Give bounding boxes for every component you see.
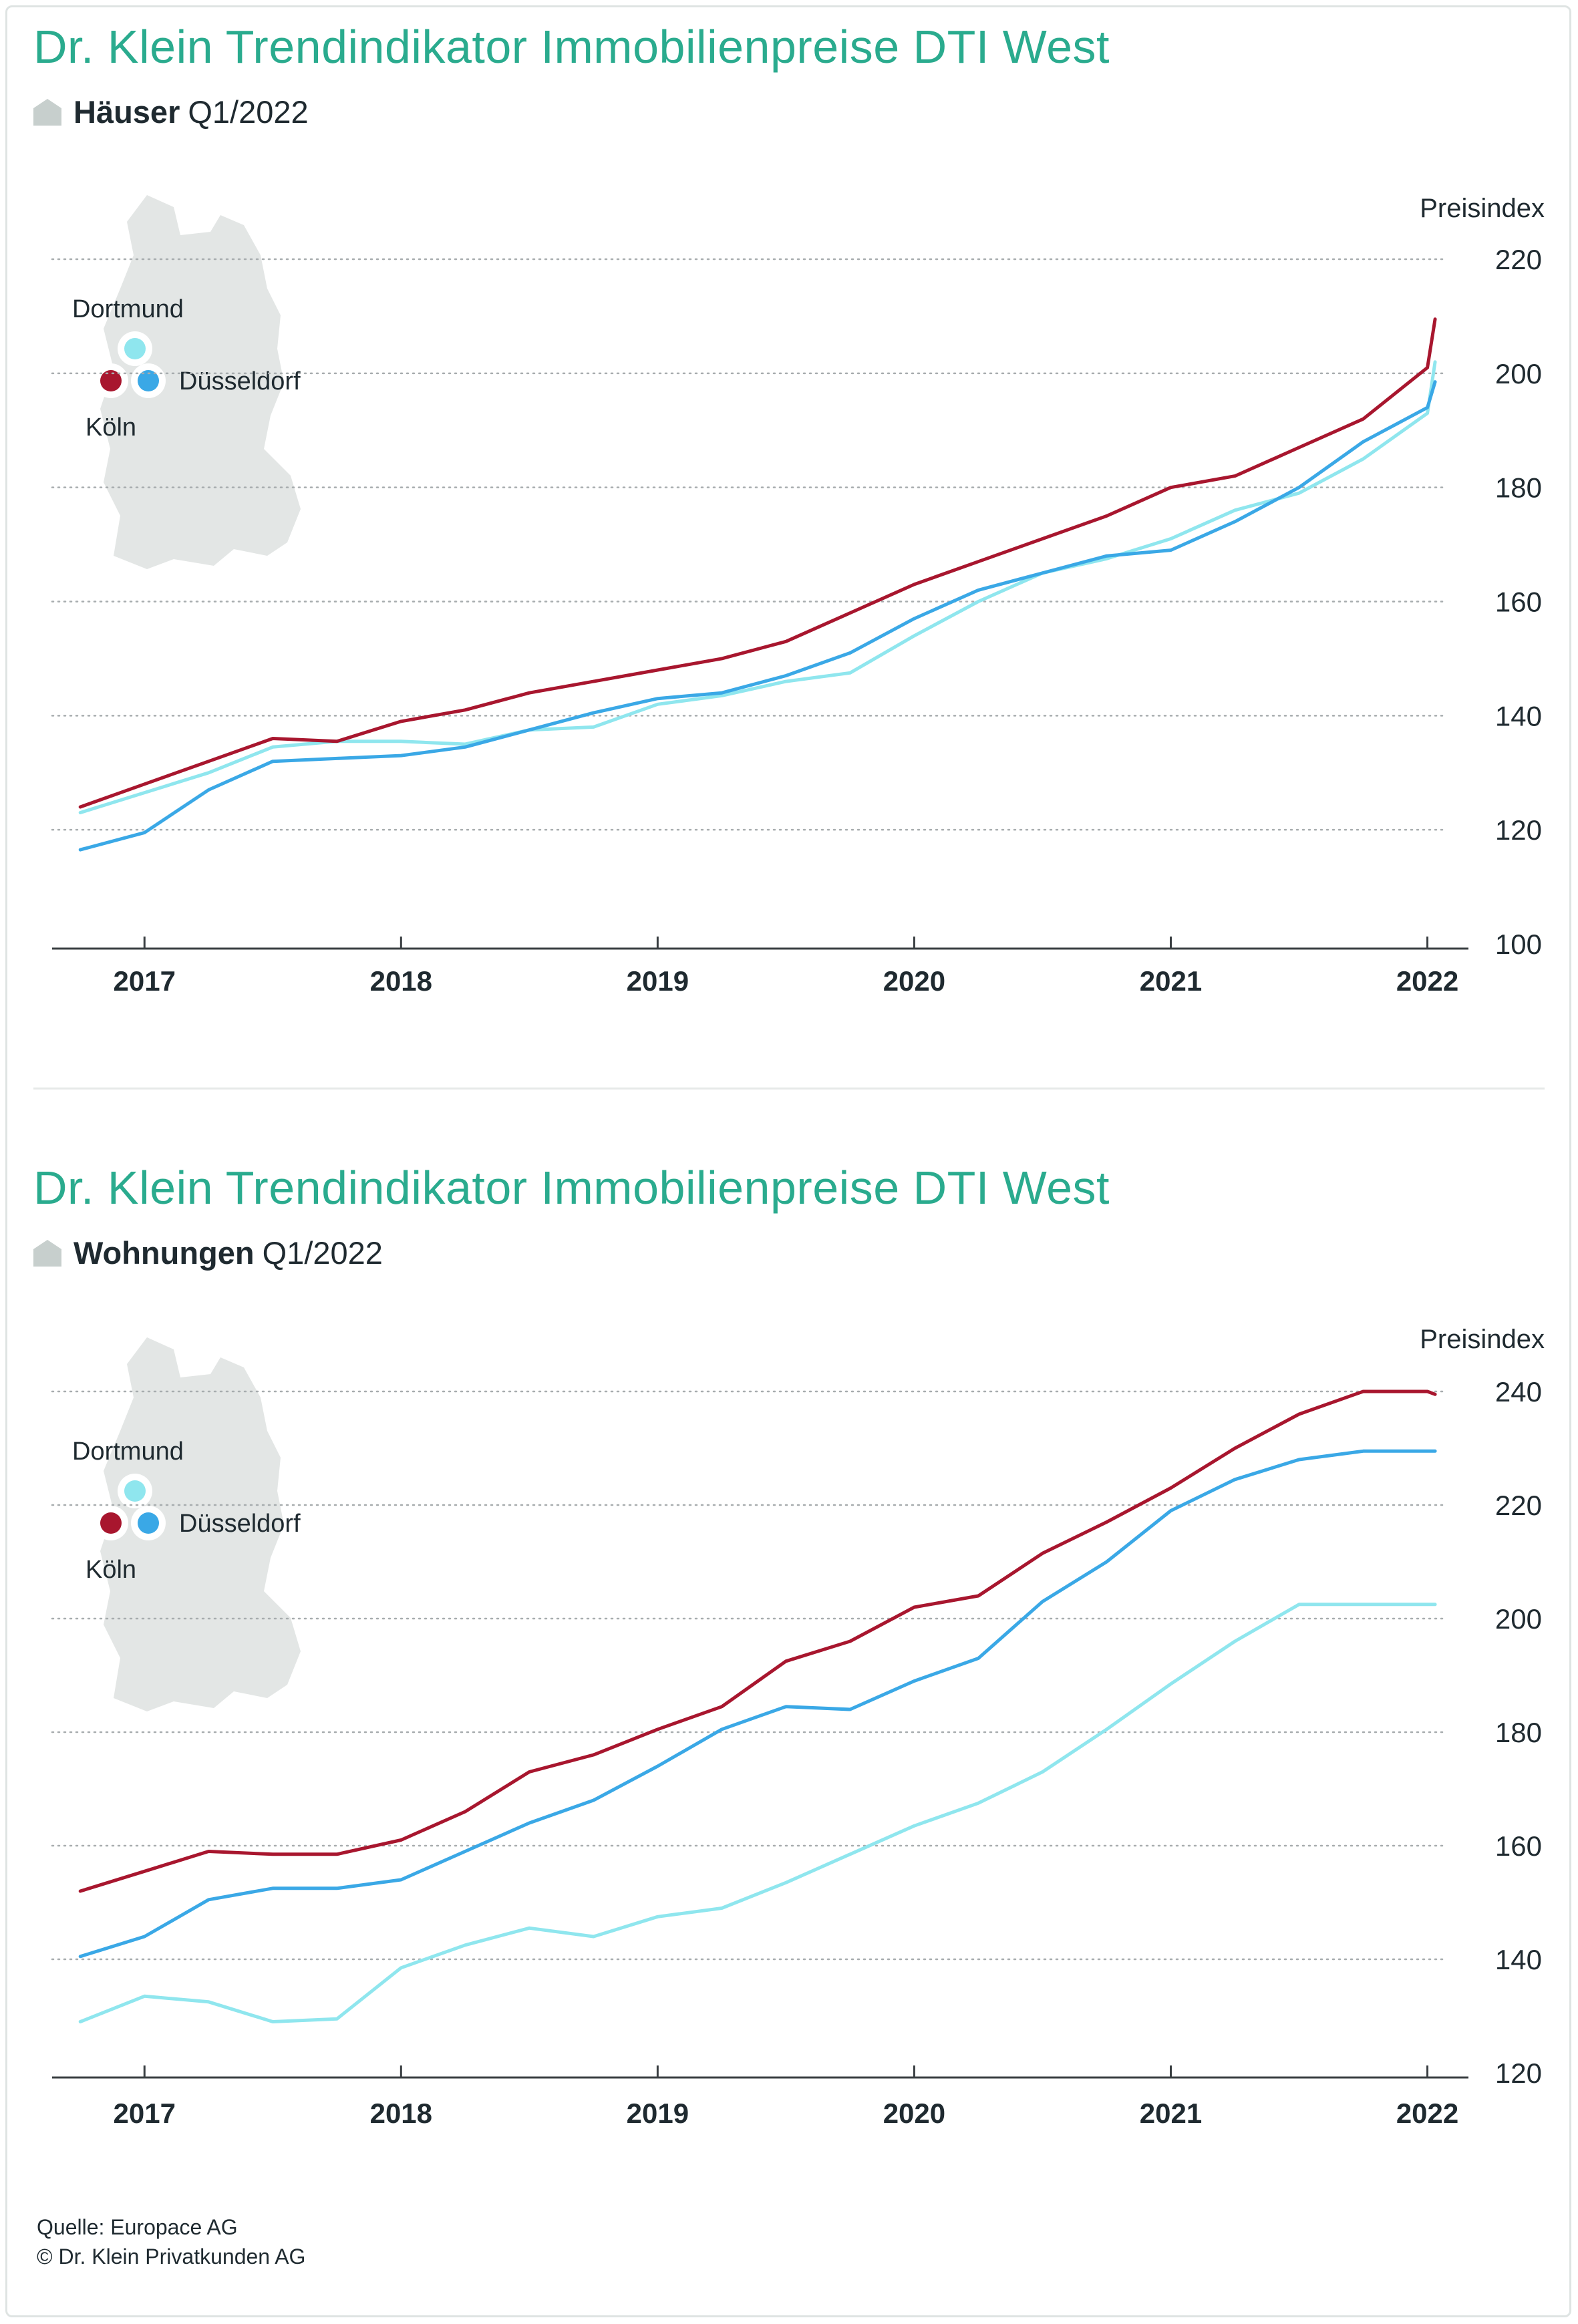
legend-label-duesseldorf: Düsseldorf (179, 1510, 301, 1538)
y-tick-label: 200 (1495, 1603, 1542, 1635)
legend-label-koeln: Köln (86, 1556, 136, 1584)
y-tick-label: 240 (1495, 1376, 1542, 1407)
legend-label-koeln: Köln (86, 413, 136, 442)
x-tick-label: 2017 (114, 965, 176, 997)
subtitle-period: Q1/2022 (188, 94, 309, 130)
legend-dot-duesseldorf (138, 1512, 159, 1534)
legend-dot-koeln (100, 370, 122, 391)
y-tick-label: 160 (1495, 587, 1542, 618)
outer-frame (5, 5, 1571, 2317)
legend-label-dortmund: Dortmund (72, 1438, 184, 1466)
legend-label-duesseldorf: Düsseldorf (179, 367, 301, 395)
subtitle-period: Q1/2022 (262, 1235, 383, 1271)
series-line-kln (78, 1389, 1437, 1893)
x-tick-label: 2020 (883, 965, 945, 997)
series-line-kln (78, 317, 1437, 809)
chart-subtitle: Häuser Q1/2022 (33, 94, 309, 130)
section-divider (33, 1088, 1545, 1090)
y-tick-label: 180 (1495, 472, 1542, 504)
y-tick-label: 220 (1495, 1490, 1542, 1521)
y-tick-label: 180 (1495, 1717, 1542, 1748)
line-chart-wohnungen: Dortmund Düsseldorf Köln 120 140 160 180 200 220… (51, 1325, 1545, 2129)
x-tick-label: 2018 (370, 2098, 432, 2129)
house-icon (33, 1239, 61, 1267)
y-tick-label: 200 (1495, 358, 1542, 389)
y-axis-label: Preisindex (1420, 194, 1545, 223)
line-chart-haeuser: Dortmund Düsseldorf Köln 100 120 140 160 180 200… (51, 194, 1545, 997)
y-tick-label: 140 (1495, 1944, 1542, 1975)
legend-dot-duesseldorf (138, 370, 159, 391)
x-tick-label: 2021 (1140, 2098, 1202, 2129)
legend-dot-dortmund (124, 1480, 146, 1502)
chart-subtitle: Wohnungen Q1/2022 (33, 1234, 383, 1271)
series-line-dsseldorf (78, 380, 1437, 852)
x-tick-label: 2021 (1140, 965, 1202, 997)
chart-title: Dr. Klein Trendindikator Immobilienpreis… (33, 1162, 1110, 1214)
copyright-text: © Dr. Klein Privatkunden AG (37, 2245, 306, 2269)
series-line-dortmund (78, 1603, 1437, 2023)
legend-group: Dortmund Düsseldorf Köln (72, 1438, 301, 1584)
y-tick-label: 220 (1495, 244, 1542, 275)
x-tick-label: 2017 (114, 2098, 176, 2129)
subtitle-category: Häuser (73, 94, 180, 130)
subtitle-category: Wohnungen (73, 1235, 255, 1271)
legend-group: Dortmund Düsseldorf Köln (72, 295, 301, 442)
x-tick-label: 2018 (370, 965, 432, 997)
germany-map-icon (100, 195, 301, 569)
series-line-dortmund (78, 360, 1437, 814)
legend-label-dortmund: Dortmund (72, 295, 184, 323)
series-line-dsseldorf (78, 1449, 1437, 1959)
house-icon (33, 98, 61, 126)
y-axis-label: Preisindex (1420, 1325, 1545, 1354)
y-tick-label: 160 (1495, 1830, 1542, 1862)
x-tick-label: 2020 (883, 2098, 945, 2129)
source-text: Quelle: Europace AG (37, 2215, 238, 2239)
x-tick-label: 2022 (1396, 965, 1458, 997)
legend-dot-koeln (100, 1512, 122, 1534)
y-tick-label: 100 (1495, 929, 1542, 960)
legend-dot-dortmund (124, 338, 146, 359)
y-tick-label: 120 (1495, 2057, 1542, 2089)
x-tick-label: 2022 (1396, 2098, 1458, 2129)
y-tick-label: 120 (1495, 814, 1542, 846)
y-tick-label: 140 (1495, 700, 1542, 731)
source-note: Quelle: Europace AG © Dr. Klein Privatku… (37, 2212, 305, 2271)
chart-title: Dr. Klein Trendindikator Immobilienpreis… (33, 21, 1110, 73)
x-tick-label: 2019 (627, 965, 689, 997)
x-tick-label: 2019 (627, 2098, 689, 2129)
